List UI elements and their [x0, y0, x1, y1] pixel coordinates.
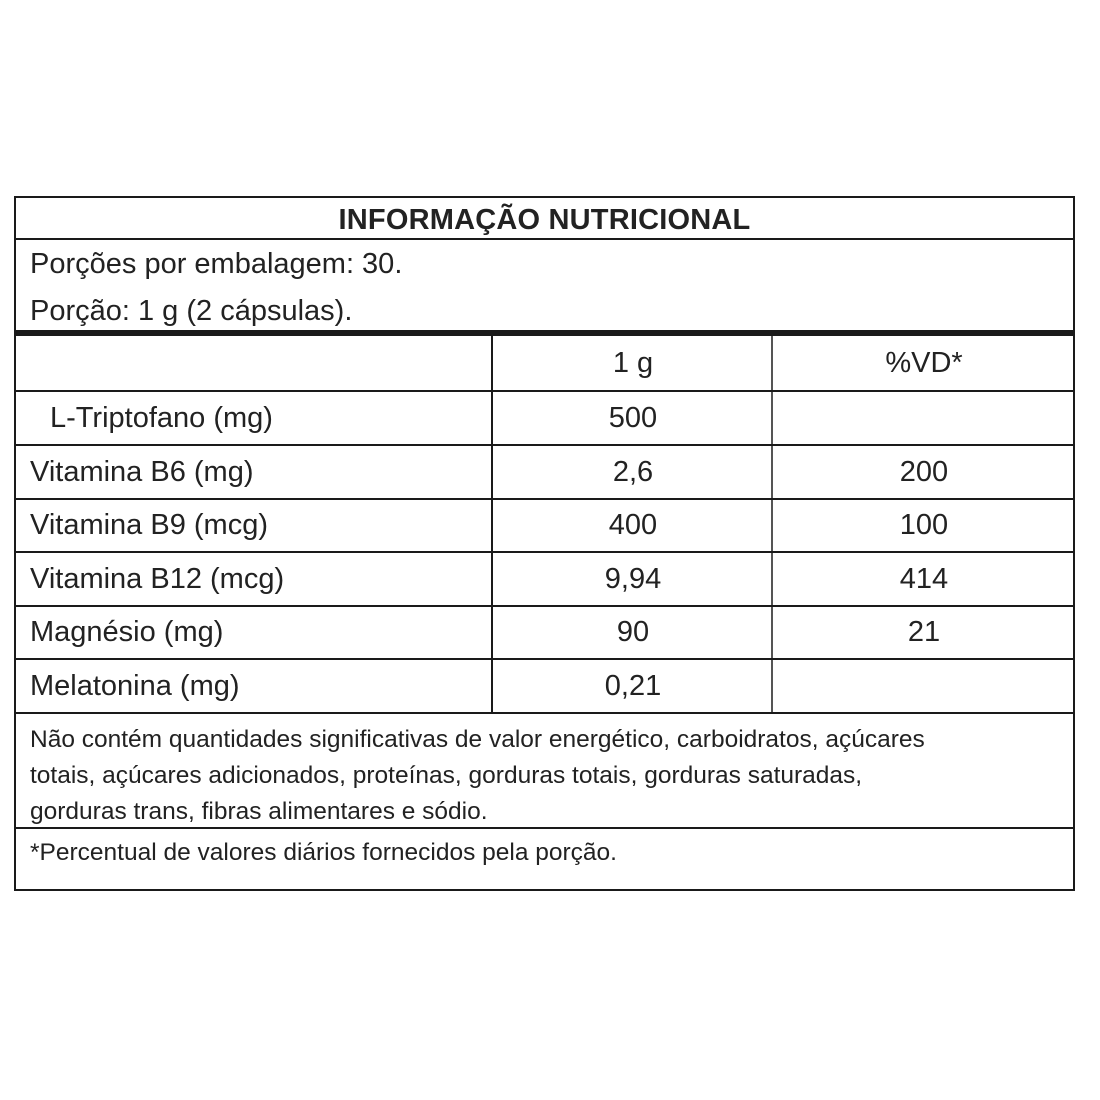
note-line: gorduras trans, fibras alimentares e sód… — [30, 798, 488, 825]
nutrient-quantity: 2,6 — [612, 455, 654, 488]
table-row: Melatonina (mg) 0,21 — [16, 660, 1073, 714]
nutrient-name: Melatonina (mg) — [30, 669, 240, 702]
insignificant-amounts-note: Não contém quantidades significativas de… — [16, 714, 1073, 829]
table-row: L-Triptofano (mg) 500 — [16, 392, 1073, 446]
nutrient-daily-value — [773, 392, 1075, 444]
header-row: 1 g %VD* — [16, 336, 1073, 392]
nutrient-quantity: 9,94 — [604, 562, 662, 595]
header-quantity: 1 g — [612, 346, 654, 379]
nutrient-quantity: 500 — [608, 401, 658, 434]
nutrition-facts-table: INFORMAÇÃO NUTRICIONAL Porções por embal… — [14, 196, 1075, 891]
nutrient-daily-value: 200 — [899, 455, 949, 488]
nutrient-name: Vitamina B12 (mcg) — [30, 562, 285, 595]
nutrient-name: L-Triptofano (mg) — [50, 401, 273, 434]
nutrient-name: Vitamina B9 (mcg) — [30, 509, 268, 541]
servings-per-package: Porções por embalagem: 30. — [30, 248, 403, 280]
note-line: Não contém quantidades significativas de… — [30, 726, 925, 753]
serving-size: Porção: 1 g (2 cápsulas). — [30, 295, 353, 327]
nutrient-name: Vitamina B6 (mg) — [30, 455, 254, 488]
note-line: totais, açúcares adicionados, proteínas,… — [30, 762, 863, 789]
table-row: Vitamina B12 (mcg) 9,94 414 — [16, 553, 1073, 607]
header-daily-value: %VD* — [885, 346, 963, 379]
table-row: Magnésio (mg) 90 21 — [16, 607, 1073, 660]
serving-info: Porções por embalagem: 30. Porção: 1 g (… — [16, 238, 1073, 336]
nutrient-quantity: 90 — [616, 616, 650, 648]
note-text: Não contém quantidades significativas de… — [30, 722, 1059, 830]
nutrient-daily-value: 100 — [899, 509, 949, 541]
nutrient-daily-value: 414 — [899, 562, 949, 595]
nutrient-daily-value — [773, 660, 1075, 712]
table-row: Vitamina B9 (mcg) 400 100 — [16, 500, 1073, 553]
nutrient-quantity: 0,21 — [604, 669, 662, 702]
header-nutrient — [30, 336, 490, 390]
table-title: INFORMAÇÃO NUTRICIONAL — [16, 198, 1073, 240]
nutrient-quantity: 400 — [608, 509, 658, 541]
daily-value-footnote: *Percentual de valores diários fornecido… — [30, 839, 617, 866]
column-divider-quantity — [491, 336, 493, 714]
nutrient-grid: 1 g %VD* L-Triptofano (mg) 500 Vitamina … — [16, 336, 1073, 714]
nutrient-name: Magnésio (mg) — [30, 616, 224, 648]
table-row: Vitamina B6 (mg) 2,6 200 — [16, 446, 1073, 500]
column-divider-daily-value — [771, 336, 773, 714]
nutrient-daily-value: 21 — [907, 616, 941, 648]
